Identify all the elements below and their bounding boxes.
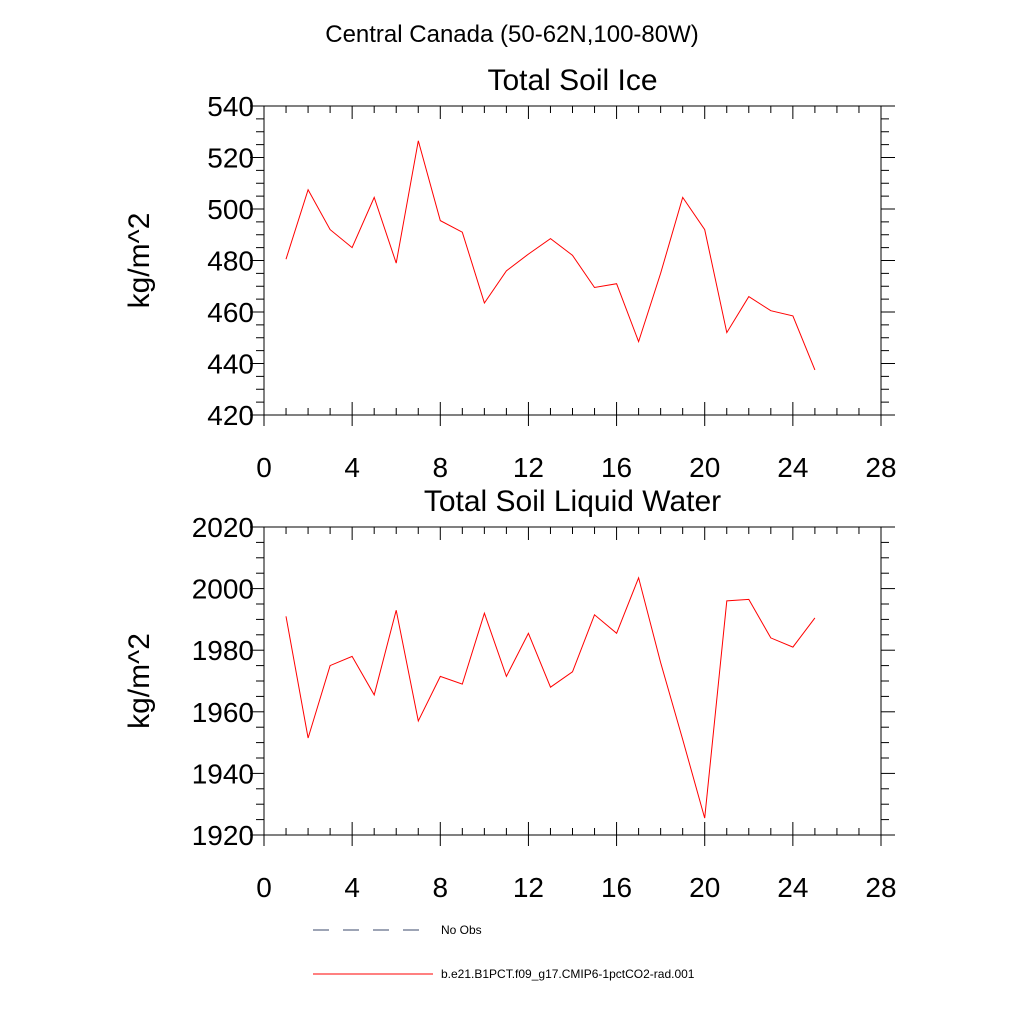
x-tick-label: 4 <box>344 872 360 903</box>
panel-title: Total Soil Liquid Water <box>424 485 721 518</box>
y-tick-label: 540 <box>207 91 254 122</box>
y-tick-label: 2020 <box>192 512 254 543</box>
y-tick-label: 1960 <box>192 697 254 728</box>
figure-title: Central Canada (50-62N,100-80W) <box>325 21 699 48</box>
x-tick-label: 28 <box>865 452 896 483</box>
y-tick-label: 460 <box>207 297 254 328</box>
legend: No Obs b.e21.B1PCT.f09_g17.CMIP6-1pctCO2… <box>313 923 695 981</box>
x-tick-label: 24 <box>777 872 808 903</box>
x-tick-label: 24 <box>777 452 808 483</box>
y-tick-label: 500 <box>207 194 254 225</box>
panel-total-soil-liquid-water: Total Soil Liquid Water kg/m^2 0 4 8 12 16 20 24… <box>123 485 897 903</box>
y-tick-label: 440 <box>207 349 254 380</box>
legend-model-label: b.e21.B1PCT.f09_g17.CMIP6-1pctCO2-rad.00… <box>441 967 695 981</box>
x-tick-label: 16 <box>601 452 632 483</box>
y-tick-label: 1980 <box>192 635 254 666</box>
series-line <box>285 140 816 371</box>
x-tick-label: 12 <box>513 872 544 903</box>
plot-frame <box>263 526 882 836</box>
x-tick-label: 0 <box>256 872 272 903</box>
x-tick-label: 12 <box>513 452 544 483</box>
x-tick-label: 20 <box>689 452 720 483</box>
x-tick-label: 16 <box>601 872 632 903</box>
panel-total-soil-ice: Total Soil Ice kg/m^2 0 4 8 12 16 20 24 28 420 440 4… <box>123 64 897 483</box>
x-tick-label: 20 <box>689 872 720 903</box>
y-tick-label: 520 <box>207 143 254 174</box>
x-tick-label: 8 <box>432 452 448 483</box>
y-tick-label: 2000 <box>192 574 254 605</box>
y-tick-label: 1940 <box>192 758 254 789</box>
y-tick-label: 1920 <box>192 820 254 851</box>
y-axis-label: kg/m^2 <box>123 633 156 729</box>
series-line <box>285 576 816 819</box>
x-tick-label: 4 <box>344 452 360 483</box>
legend-obs-label: No Obs <box>441 923 482 937</box>
y-tick-label: 480 <box>207 246 254 277</box>
panel-title: Total Soil Ice <box>487 64 657 97</box>
y-axis-label: kg/m^2 <box>123 213 156 309</box>
x-tick-label: 8 <box>432 872 448 903</box>
x-tick-label: 28 <box>865 872 896 903</box>
y-tick-label: 420 <box>207 400 254 431</box>
plot-frame <box>263 105 882 416</box>
x-tick-label: 0 <box>256 452 272 483</box>
